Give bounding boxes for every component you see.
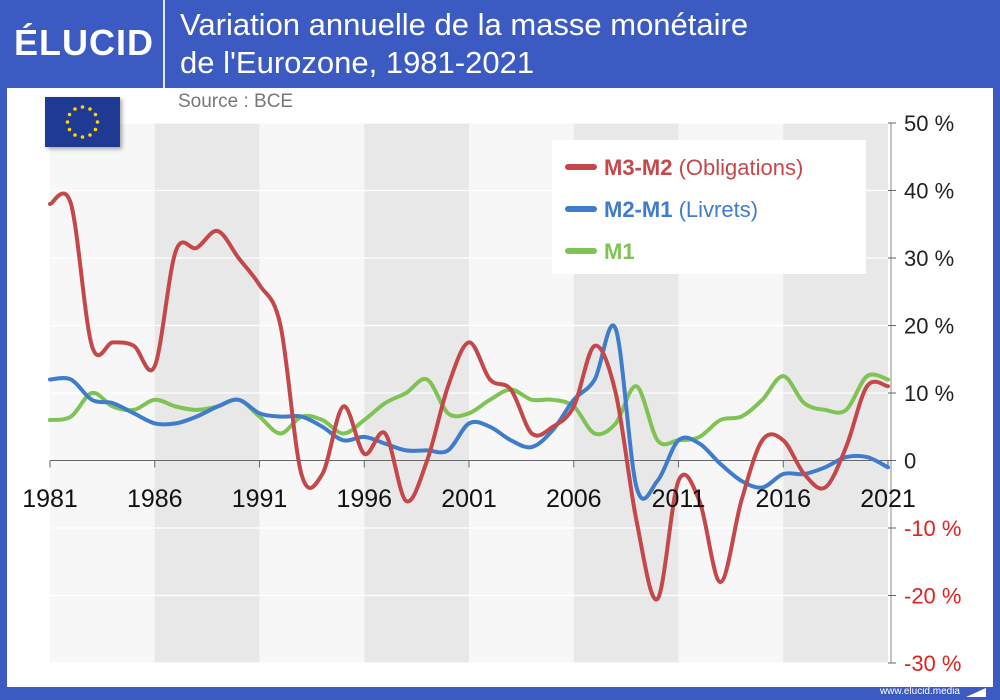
x-tick-label: 2011	[652, 485, 706, 513]
y-tick-label: 30 %	[904, 246, 954, 271]
y-tick-label: 40 %	[904, 179, 954, 204]
footer-bar	[0, 687, 1000, 700]
y-tick-label: -20 %	[904, 584, 961, 609]
source-label: Source : BCE	[178, 91, 294, 112]
flag-star	[93, 112, 98, 117]
series-line-m2-m1	[48, 323, 890, 501]
chart-title-line-2: de l'Eurozone, 1981-2021	[180, 45, 535, 80]
flag-star	[95, 120, 100, 124]
flag-star	[88, 133, 92, 137]
flag-star	[67, 127, 72, 132]
header-bar: ÉLUCID Variation annuelle de la masse mo…	[0, 0, 1000, 88]
x-tick-label: 2001	[441, 485, 497, 513]
flag-star	[80, 135, 85, 139]
x-tick-label: 2006	[546, 485, 602, 513]
chart-title: Variation annuelle de la masse monétaire…	[180, 6, 980, 82]
legend-label-m3-m2: M3-M2 (Obligations)	[604, 155, 803, 180]
x-tick-label: 1981	[22, 485, 78, 513]
footer-url: www.elucid.media	[879, 686, 960, 697]
x-tick-label: 2016	[755, 485, 811, 513]
y-tick-label: -10 %	[904, 516, 961, 541]
flag-star	[80, 105, 85, 109]
flag-star	[73, 107, 77, 111]
x-tick-label: 2021	[860, 485, 916, 513]
y-tick-label: 20 %	[904, 314, 954, 339]
x-tick-label: 1991	[232, 485, 288, 513]
flag-star	[93, 127, 98, 132]
y-tick-label: 50 %	[904, 111, 954, 136]
footer-logo-mark	[966, 688, 986, 697]
legend-box	[552, 140, 866, 274]
chart-title-line-1: Variation annuelle de la masse monétaire	[180, 7, 749, 42]
series-line-m1	[48, 372, 890, 447]
flag-star	[73, 133, 77, 137]
legend-label-m2-m1: M2-M1 (Livrets)	[604, 197, 758, 222]
series-line-m3-m2	[48, 191, 890, 602]
y-tick-label: 10 %	[904, 381, 954, 406]
legend-label-m1: M1	[604, 239, 635, 264]
flag-star	[67, 112, 72, 117]
x-tick-label: 1986	[127, 485, 183, 513]
flag-star	[88, 107, 92, 111]
y-tick-label: -30 %	[904, 651, 961, 676]
y-tick-label: 0	[904, 449, 916, 474]
eu-flag-icon	[45, 97, 120, 147]
x-tick-label: 1996	[336, 485, 392, 513]
header-divider	[163, 0, 165, 88]
flag-star	[65, 120, 70, 124]
elucid-logo: ÉLUCID	[14, 22, 154, 63]
